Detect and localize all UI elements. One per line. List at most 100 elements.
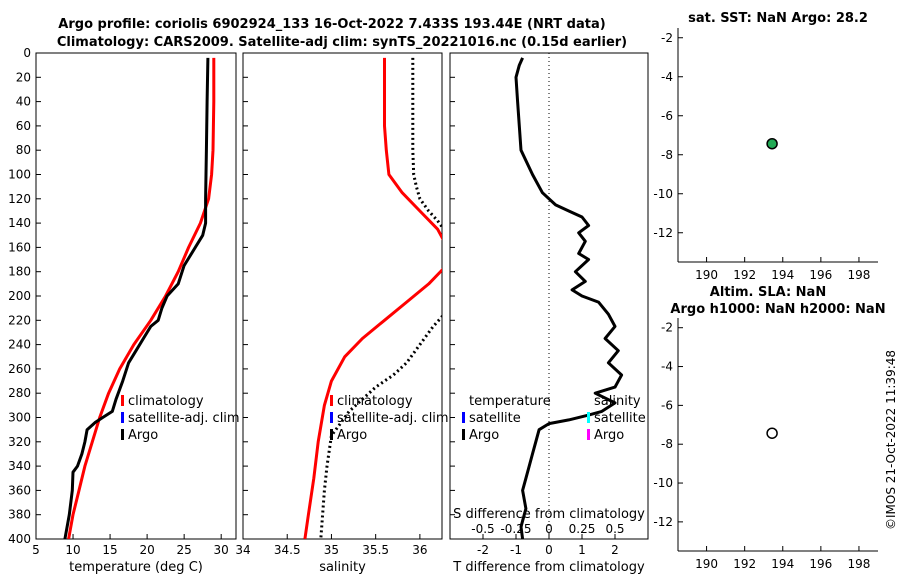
legend-label: Argo: [469, 428, 499, 443]
y-tick-label: -6: [661, 109, 673, 123]
top-tick-label: 0.25: [569, 522, 596, 536]
x-tick-label: 10: [65, 543, 80, 557]
y-tick-label: 0: [23, 46, 31, 60]
sst-map-panel: 190 192 194 196 198 -2 -4 -6 -8 -10 -12: [653, 28, 878, 282]
x-tick-label: 0: [545, 543, 553, 557]
y-tick-label: 400: [8, 532, 31, 546]
y-tick-label: 340: [8, 459, 31, 473]
title-line2: Climatology: CARS2009. Satellite-adj cli…: [57, 35, 627, 50]
y-tick-label: 300: [8, 411, 31, 425]
top-tick-label: 0.5: [605, 522, 624, 536]
y-tick-label: 380: [8, 508, 31, 522]
y-tick-label: 40: [16, 95, 31, 109]
x-tick-label: 15: [102, 543, 117, 557]
sla-map-panel: 190 192 194 196 198 -2 -4 -6 -8 -10 -12: [653, 318, 878, 571]
x-tick-label: 35.5: [362, 543, 389, 557]
y-tick-label: 160: [8, 240, 31, 254]
x-tick-label: 196: [809, 268, 832, 282]
y-tick-label: -12: [653, 226, 673, 240]
x-tick-label: 194: [771, 557, 794, 571]
series-line-t-difference: [514, 57, 624, 539]
legend-swatch: [462, 395, 465, 406]
legend-label: salinity: [594, 394, 641, 409]
legend-swatch: [330, 412, 333, 423]
legend-label: Argo: [128, 428, 158, 443]
y-tick-label: -8: [661, 148, 673, 162]
legend-swatch: [587, 412, 590, 423]
y-tick-label: 220: [8, 313, 31, 327]
x-tick-label: 2: [611, 543, 619, 557]
x-tick-label: 34: [235, 543, 250, 557]
top-tick-label: -0.5: [471, 522, 494, 536]
sst-title: sat. SST: NaN Argo: 28.2: [688, 11, 868, 26]
y-tick-label: -4: [661, 360, 673, 374]
x-tick-label: 190: [695, 268, 718, 282]
x-axis-label: T difference from climatology: [452, 560, 645, 575]
x-tick-label: 192: [733, 268, 756, 282]
y-tick-label: 240: [8, 338, 31, 352]
legend-label: climatology: [337, 394, 413, 409]
legend-swatch: [330, 429, 333, 440]
legend-swatch: [121, 429, 124, 440]
y-tick-label: 180: [8, 265, 31, 279]
x-tick-label: 198: [847, 557, 870, 571]
y-tick-label: 120: [8, 192, 31, 206]
x-tick-label: 35: [324, 543, 339, 557]
x-axis-label: temperature (deg C): [69, 560, 203, 575]
series-line-argo: [63, 57, 210, 539]
sla-title-line1: Altim. SLA: NaN: [710, 285, 826, 300]
legend-swatch: [462, 429, 465, 440]
y-tick-label: 100: [8, 168, 31, 182]
y-tick-label: 200: [8, 289, 31, 303]
watermark: ©IMOS 21-Oct-2022 11:39:48: [884, 350, 898, 530]
y-tick-label: 280: [8, 386, 31, 400]
legend-label: Argo: [337, 428, 367, 443]
x-tick-label: 36: [412, 543, 427, 557]
top-axis-label: S difference from climatology: [453, 507, 645, 522]
title-line1: Argo profile: coriolis 6902924_133 16-Oc…: [58, 17, 605, 32]
x-tick-label: -1: [510, 543, 522, 557]
y-tick-label: -10: [653, 476, 673, 490]
y-tick-label: -2: [661, 321, 673, 335]
float-location-marker: [766, 137, 778, 150]
y-tick-label: 320: [8, 435, 31, 449]
y-tick-label: 80: [16, 143, 31, 157]
x-tick-label: 194: [771, 268, 794, 282]
legend-swatch: [121, 412, 124, 423]
legend-swatch: [462, 412, 465, 423]
legend-label: satellite: [469, 411, 521, 426]
x-tick-label: 190: [695, 557, 718, 571]
x-tick-label: 5: [32, 543, 40, 557]
legend-label: satellite-adj. clim: [128, 411, 240, 426]
legend-label: climatology: [128, 394, 204, 409]
float-location-marker: [766, 427, 778, 439]
legend-swatch: [121, 395, 124, 406]
difference-panel: -2 -1 0 1 2 T difference from climatology temp…: [449, 52, 649, 575]
salinity-panel: 34 34.5 35 35.5 36 salinity climatology satelli…: [235, 52, 449, 575]
x-axis-label: salinity: [319, 560, 366, 575]
top-tick-label: -0.25: [500, 522, 531, 536]
legend-label: temperature: [469, 394, 551, 409]
top-tick-label: 0: [545, 522, 553, 536]
x-tick-label: 196: [809, 557, 832, 571]
y-tick-label: 60: [16, 119, 31, 133]
legend-swatch: [587, 429, 590, 440]
x-tick-label: 25: [177, 543, 192, 557]
x-tick-label: 20: [139, 543, 154, 557]
y-tick-label: -2: [661, 31, 673, 45]
x-tick-label: 192: [733, 557, 756, 571]
x-tick-label: 34.5: [274, 543, 301, 557]
legend-label: Argo: [594, 428, 624, 443]
y-tick-label: 20: [16, 70, 31, 84]
sla-title-line2: Argo h1000: NaN h2000: NaN: [670, 302, 885, 317]
series-line-climatology: [67, 57, 216, 539]
temperature-panel: 5 10 15 20 25 300 20 40 60 80 100 120 140 160 180 200 22…: [8, 46, 240, 575]
y-tick-label: 140: [8, 216, 31, 230]
y-tick-label: -12: [653, 515, 673, 529]
y-tick-label: -4: [661, 70, 673, 84]
series-line-climatology: [303, 57, 442, 539]
legend-swatch: [330, 395, 333, 406]
y-tick-label: -8: [661, 437, 673, 451]
legend-label: satellite: [594, 411, 646, 426]
